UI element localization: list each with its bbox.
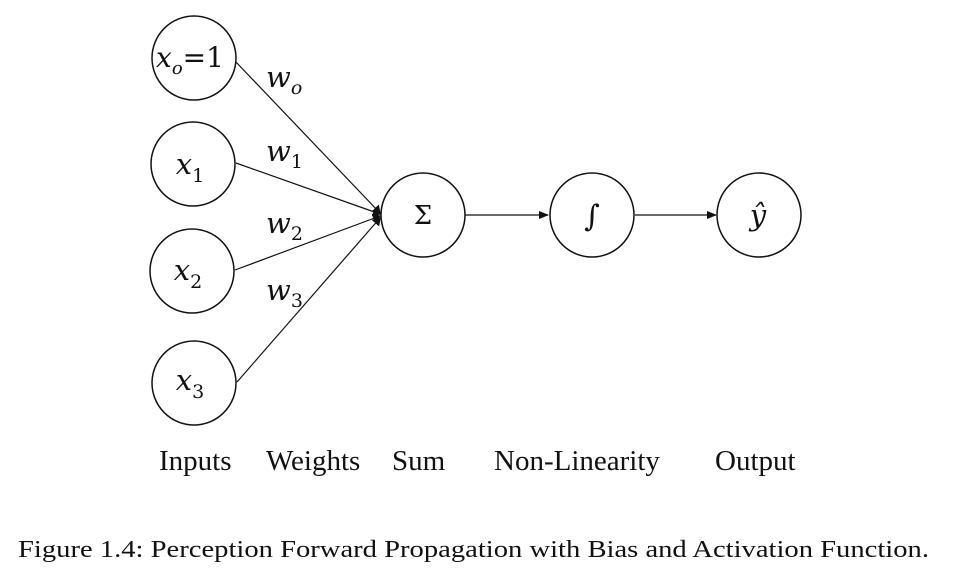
weight-w0-symbol: w bbox=[266, 60, 291, 94]
weight-w2-subscript: 2 bbox=[291, 223, 303, 245]
weight-label-w0: wo bbox=[266, 60, 302, 99]
weight-w3-symbol: w bbox=[266, 273, 291, 307]
nonlinearity-node: ∫ bbox=[549, 172, 635, 258]
stage-label-inputs: Inputs bbox=[159, 445, 232, 477]
output-symbol: ŷ bbox=[748, 198, 767, 232]
input-x2-subscript: 2 bbox=[190, 271, 202, 293]
weight-w1-symbol: w bbox=[266, 134, 291, 168]
weight-label-w2: w2 bbox=[266, 206, 303, 245]
input-edges bbox=[234, 60, 381, 383]
sum-node: Σ bbox=[380, 172, 466, 258]
weight-w1-subscript: 1 bbox=[291, 151, 303, 173]
edge-x2-to-sum bbox=[234, 213, 381, 271]
svg-text:xo=1: xo=1 bbox=[156, 41, 224, 79]
svg-text:x2: x2 bbox=[174, 253, 202, 293]
input-x0-symbol: x bbox=[156, 41, 172, 74]
weight-label-w3: w3 bbox=[266, 273, 303, 312]
input-x1-symbol: x bbox=[176, 147, 192, 181]
input-node-x0: xo=1 bbox=[151, 15, 237, 101]
edge-x1-to-sum bbox=[235, 162, 381, 217]
sum-symbol: Σ bbox=[414, 201, 432, 231]
edge-x0-to-sum bbox=[234, 60, 381, 214]
input-x0-suffix: =1 bbox=[183, 41, 224, 74]
weight-w0-subscript: o bbox=[291, 77, 302, 99]
weight-w3-subscript: 3 bbox=[291, 290, 303, 312]
weight-label-w1: w1 bbox=[266, 134, 303, 173]
stage-label-nonlinearity: Non-Linearity bbox=[494, 445, 660, 477]
stage-label-weights: Weights bbox=[266, 445, 360, 477]
weight-w2-symbol: w bbox=[266, 206, 291, 240]
figure-caption: Figure 1.4: Perception Forward Propagati… bbox=[18, 537, 929, 563]
input-node-x3: x3 bbox=[151, 340, 237, 426]
stage-label-output: Output bbox=[715, 445, 796, 477]
input-x3-subscript: 3 bbox=[192, 381, 204, 403]
edge-x3-to-sum bbox=[236, 217, 381, 383]
input-x0-subscript: o bbox=[172, 58, 183, 79]
svg-text:x1: x1 bbox=[176, 147, 204, 187]
integral-symbol: ∫ bbox=[584, 199, 600, 234]
stage-label-sum: Sum bbox=[392, 445, 446, 477]
input-x1-subscript: 1 bbox=[192, 165, 204, 187]
output-node: ŷ bbox=[716, 172, 802, 258]
input-x2-symbol: x bbox=[174, 253, 190, 287]
input-node-x2: x2 bbox=[149, 228, 235, 314]
input-x3-symbol: x bbox=[176, 363, 192, 397]
svg-text:x3: x3 bbox=[176, 363, 204, 403]
input-node-x1: x1 bbox=[150, 121, 236, 207]
